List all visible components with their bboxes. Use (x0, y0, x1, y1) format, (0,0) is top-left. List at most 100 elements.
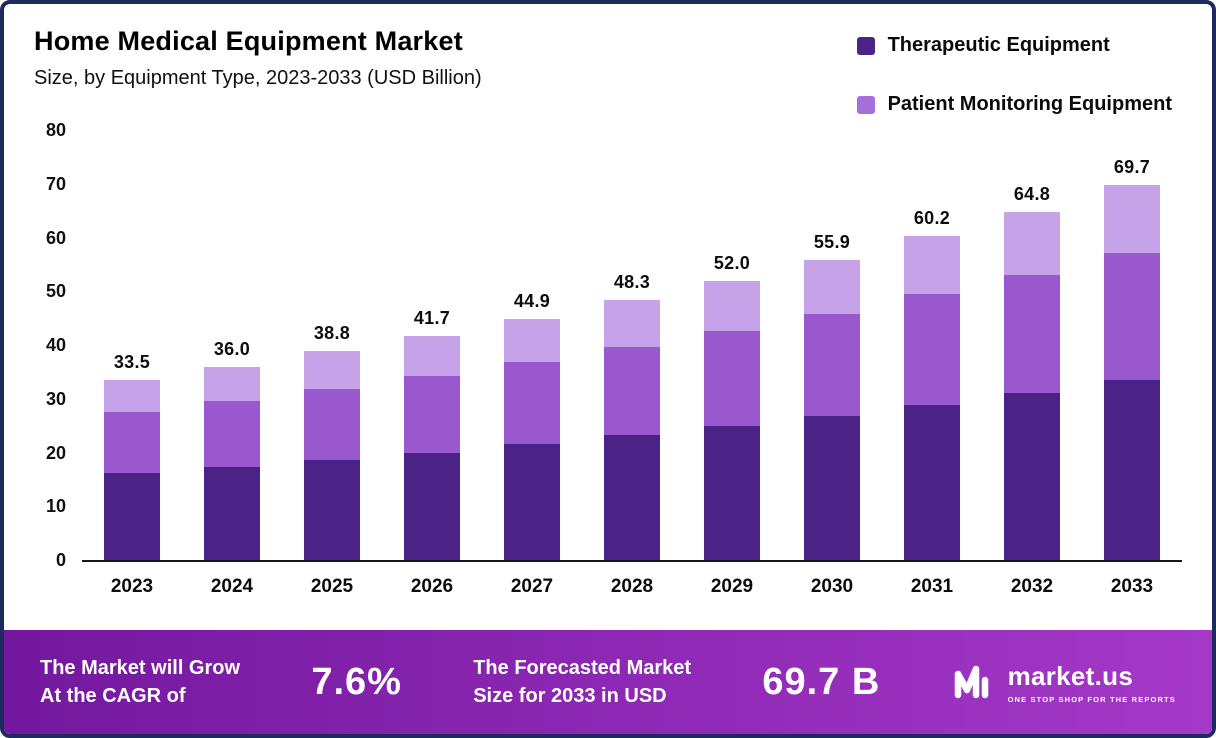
cagr-text: The Market will Grow At the CAGR of (40, 654, 240, 710)
bar (304, 351, 360, 560)
y-tick-label: 50 (45, 281, 66, 302)
bar-segment (604, 435, 660, 560)
bar-segment (704, 330, 760, 426)
bar-segment (1004, 211, 1060, 275)
bar-segment (204, 366, 260, 402)
bar-value-label: 41.7 (413, 307, 451, 328)
bar (1004, 211, 1060, 560)
bar-segment (104, 473, 160, 560)
x-axis-label: 2024 (210, 576, 254, 597)
bar-segment (804, 415, 860, 560)
marketus-brand: market.us ONE STOP SHOP FOR THE REPORTS (952, 661, 1176, 704)
bar-column: 36.0 (182, 130, 282, 560)
legend: Therapeutic Equipment Patient Monitoring … (856, 26, 1172, 116)
bar-value-label: 38.8 (313, 323, 351, 344)
forecast-text: The Forecasted Market Size for 2033 in U… (473, 654, 691, 710)
bar-column: 55.9 (782, 130, 882, 560)
x-axis-label: 2027 (510, 576, 554, 597)
bar-value-label: 60.2 (913, 208, 951, 229)
bar-segment (1104, 379, 1160, 560)
bar-segment (804, 313, 860, 416)
bar-segment (304, 351, 360, 390)
cagr-value: 7.6% (311, 660, 402, 703)
bar-segment (404, 452, 460, 560)
bar (604, 300, 660, 560)
chart-title: Home Medical Equipment Market (34, 26, 463, 56)
bar-segment (504, 443, 560, 560)
bar-segment (1104, 185, 1160, 253)
bar-segment (304, 389, 360, 461)
bar-segment (204, 401, 260, 468)
bar-value-label: 44.9 (513, 290, 551, 311)
bar-segment (604, 300, 660, 348)
chart-header: Home Medical Equipment Market Size, by E… (4, 4, 1212, 116)
y-tick-label: 40 (45, 335, 66, 355)
forecast-value: 69.7 B (762, 660, 881, 703)
brand-name: market.us (1007, 660, 1134, 691)
bar-value-label: 64.8 (1013, 183, 1051, 204)
y-tick-label: 30 (45, 388, 66, 409)
bar-column: 48.3 (582, 130, 682, 560)
bar-segment (704, 280, 760, 331)
bar-segment (804, 259, 860, 314)
bar-segment (404, 376, 460, 453)
legend-item: Patient Monitoring Equipment (856, 93, 1172, 116)
bar-column: 44.9 (482, 130, 582, 560)
brand-text-block: market.us ONE STOP SHOP FOR THE REPORTS (1008, 661, 1176, 704)
bar-column: 60.2 (882, 130, 982, 560)
bar (804, 259, 860, 560)
bar-segment (704, 425, 760, 560)
bar-column: 41.7 (382, 130, 482, 560)
forecast-text-line1: The Forecasted Market (473, 657, 692, 679)
legend-swatch (856, 36, 875, 55)
x-axis-label: 2025 (310, 576, 354, 597)
x-axis-label: 2033 (1110, 576, 1154, 597)
chart-subtitle: Size, by Equipment Type, 2023-2033 (USD … (34, 67, 482, 89)
bars-row: 33.5 36.0 38.8 41.7 44.9 48.3 52.0 55.9 60.2 64.8… (82, 130, 1182, 562)
bar-segment (604, 347, 660, 436)
bar-segment (104, 412, 160, 474)
y-tick-label: 80 (45, 120, 66, 140)
bar-value-label: 48.3 (613, 272, 651, 293)
title-block: Home Medical Equipment Market Size, by E… (34, 26, 482, 90)
bar-segment (104, 379, 160, 413)
y-tick-label: 10 (45, 496, 66, 517)
chart-area: 0 10 20 30 40 50 60 70 80 33.5 36.0 38.8 41.7 44.9 48… (4, 116, 1212, 630)
forecast-text-line2: Size for 2033 in USD (473, 685, 667, 707)
marketus-logo-icon (952, 662, 998, 702)
legend-label: Therapeutic Equipment (887, 34, 1110, 56)
bar-value-label: 33.5 (113, 351, 151, 372)
bar-segment (1104, 252, 1160, 380)
bar-value-label: 55.9 (813, 231, 851, 252)
bar-segment (1004, 274, 1060, 393)
x-axis-label: 2029 (710, 576, 754, 597)
bar-segment (904, 404, 960, 560)
y-axis: 0 10 20 30 40 50 60 70 80 (20, 120, 82, 570)
bar-segment (904, 294, 960, 405)
legend-item: Therapeutic Equipment (856, 34, 1172, 57)
bar-column: 38.8 (282, 130, 382, 560)
bar (704, 280, 760, 560)
bar-value-label: 69.7 (1113, 157, 1151, 178)
bar (504, 318, 560, 560)
x-labels-row: 2023 2024 2025 2026 2027 2028 2029 2030 2031 2032… (82, 576, 1182, 598)
legend-label: Patient Monitoring Equipment (887, 93, 1172, 115)
plot: 0 10 20 30 40 50 60 70 80 33.5 36.0 38.8 41.7 44.9 48… (20, 120, 1182, 570)
bar-segment (904, 236, 960, 295)
bar (104, 379, 160, 560)
y-tick-label: 0 (55, 550, 66, 570)
x-axis-label: 2023 (110, 576, 154, 597)
y-tick-label: 60 (45, 227, 66, 248)
x-axis-label: 2030 (810, 576, 854, 597)
bar-column: 69.7 (1082, 130, 1182, 560)
bar-segment (504, 318, 560, 362)
bar-segment (204, 467, 260, 560)
bar-segment (1004, 392, 1060, 560)
legend-swatch (856, 95, 875, 114)
bar-column: 52.0 (682, 130, 782, 560)
bar-value-label: 52.0 (713, 252, 751, 273)
cagr-text-line2: At the CAGR of (40, 685, 186, 707)
bar (1104, 185, 1160, 560)
bar-column: 64.8 (982, 130, 1082, 560)
